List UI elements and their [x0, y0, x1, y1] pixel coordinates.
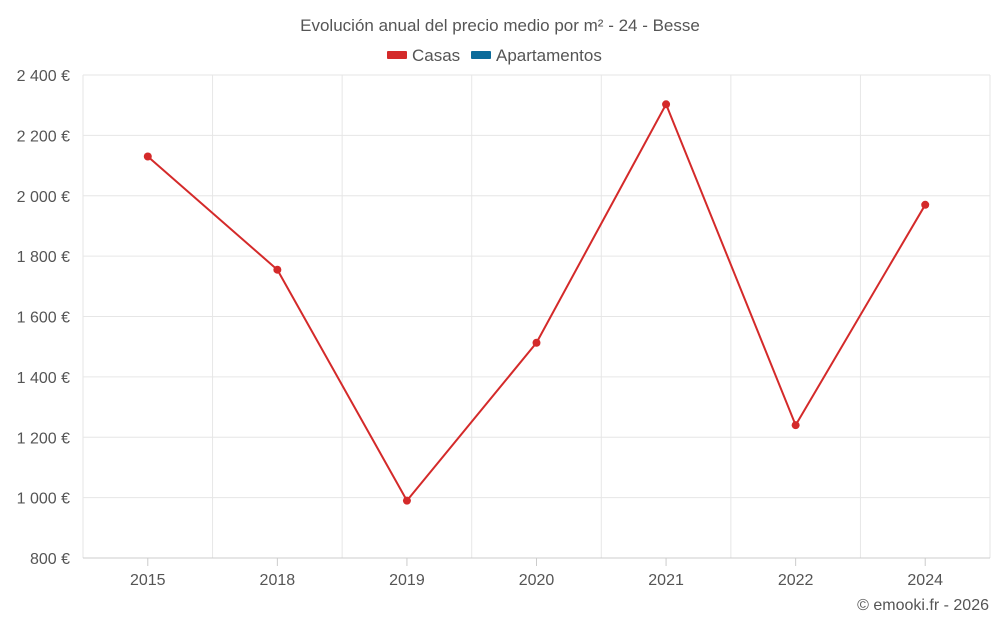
- y-tick-label: 800 €: [30, 551, 70, 568]
- y-tick-label: 1 400 €: [17, 370, 70, 387]
- chart-title: Evolución anual del precio medio por m² …: [300, 16, 700, 35]
- y-tick-label: 1 000 €: [17, 491, 70, 508]
- data-point-casas[interactable]: [791, 421, 800, 430]
- grid: [82, 74, 991, 559]
- series-line-casas: [147, 103, 927, 502]
- x-tick-label: 2015: [130, 572, 166, 589]
- x-tick-label: 2021: [648, 572, 684, 589]
- y-tick-label: 1 600 €: [17, 310, 70, 327]
- data-point-casas[interactable]: [921, 200, 930, 209]
- data-point-casas[interactable]: [662, 100, 671, 109]
- legend-swatch-casas: [387, 51, 407, 59]
- data-point-casas[interactable]: [402, 496, 411, 505]
- y-tick-label: 1 200 €: [17, 430, 70, 447]
- x-tick-label: 2020: [519, 572, 555, 589]
- legend: Casas Apartamentos: [387, 46, 602, 65]
- credit-text: © emooki.fr - 2026: [857, 597, 989, 614]
- x-axis-ticks: 2015 2018 2019 2020 2021 2022 2024: [130, 558, 943, 589]
- x-tick-label: 2024: [907, 572, 943, 589]
- y-tick-label: 2 000 €: [17, 189, 70, 206]
- y-tick-label: 2 400 €: [17, 68, 70, 85]
- x-tick-label: 2018: [260, 572, 296, 589]
- legend-swatch-apartamentos: [471, 51, 491, 59]
- y-tick-label: 1 800 €: [17, 249, 70, 266]
- x-tick-label: 2022: [778, 572, 814, 589]
- y-tick-label: 2 200 €: [17, 128, 70, 145]
- data-point-casas[interactable]: [273, 265, 282, 274]
- legend-label-casas: Casas: [412, 46, 460, 65]
- legend-item-casas[interactable]: Casas: [387, 46, 460, 65]
- legend-label-apartamentos: Apartamentos: [496, 46, 602, 65]
- x-tick-label: 2019: [389, 572, 425, 589]
- data-point-casas[interactable]: [532, 338, 541, 347]
- data-point-casas[interactable]: [143, 152, 152, 161]
- legend-item-apartamentos[interactable]: Apartamentos: [471, 46, 602, 65]
- y-axis-ticks: 800 € 1 000 € 1 200 € 1 400 € 1 600 € 1 800 €…: [17, 68, 70, 568]
- series-casas: [143, 100, 930, 505]
